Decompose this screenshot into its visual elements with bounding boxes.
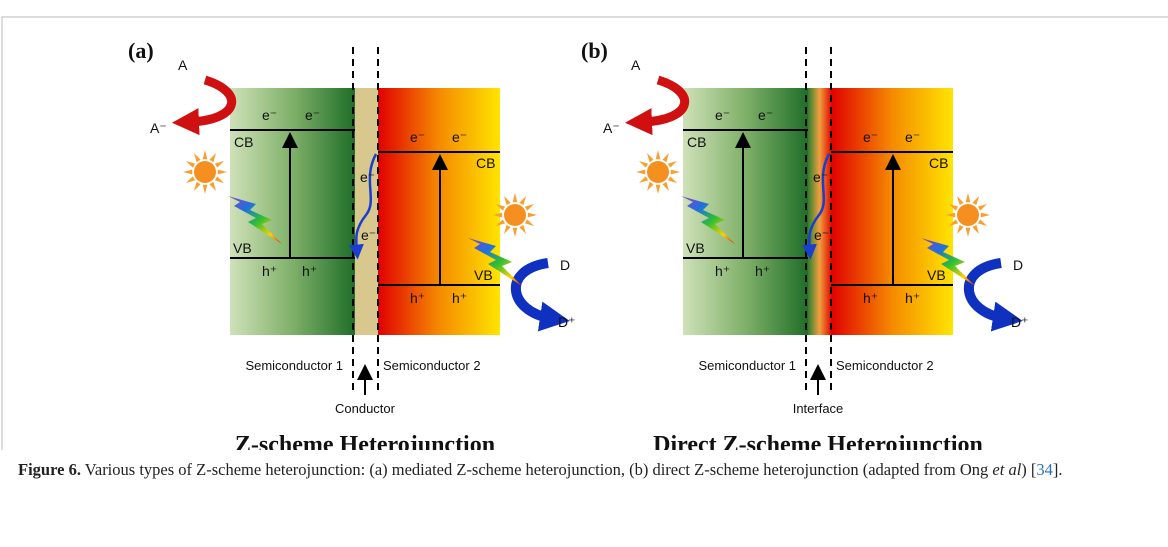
label: CB [687,134,706,150]
label: D [1013,257,1023,273]
caption-text: Various types of Z-scheme heterojunction… [85,460,993,479]
sun [647,161,669,183]
junction-label: Interface [793,401,844,416]
figure: (a) A A⁻ e⁻ e⁻ CB e⁻ e⁻ CB e⁻ e⁻ VB h⁺ h⁺ VB h⁺ h⁺ D D⁺ Sem… [0,0,1168,450]
label: h⁺ [863,290,878,306]
label: e⁻ [410,129,425,145]
label: A [178,57,188,73]
label: CB [929,155,948,171]
oxidation-arrow [516,263,550,318]
label: e⁻ [814,227,829,243]
label: h⁺ [302,263,317,279]
label: h⁺ [715,263,730,279]
label: e⁻ [361,227,376,243]
reduction-arrow [643,80,685,122]
label: e⁻ [863,129,878,145]
panel-title: Z-scheme Heterojunction [235,432,495,450]
label: A [631,57,641,73]
label: h⁺ [262,263,277,279]
caption-text: ) [ [1021,460,1036,479]
label: e⁻ [905,129,920,145]
junction-layer [808,88,831,335]
label: h⁺ [410,290,425,306]
reference-link[interactable]: 34 [1036,460,1053,479]
axis-label: Semiconductor 1 [245,358,343,373]
label: A⁻ [603,120,620,136]
junction-label: Conductor [335,401,396,416]
label: D [560,257,570,273]
label: CB [476,155,495,171]
label: VB [927,267,946,283]
label: VB [233,240,252,256]
label: h⁺ [452,290,467,306]
page: (a) A A⁻ e⁻ e⁻ CB e⁻ e⁻ CB e⁻ e⁻ VB h⁺ h⁺ VB h⁺ h⁺ D D⁺ Sem… [0,0,1168,547]
caption: Figure 6. Various types of Z-scheme hete… [18,458,1128,482]
label: VB [474,267,493,283]
frame [2,17,1168,450]
label: e⁻ [262,107,277,123]
reduction-arrow [190,80,232,122]
label: CB [234,134,253,150]
axis-label: Semiconductor 1 [698,358,796,373]
axis-label: Semiconductor 2 [836,358,934,373]
oxidation-arrow [969,263,1003,318]
caption-text: ]. [1053,460,1063,479]
caption-italic: et al [992,460,1021,479]
junction-layer [355,88,378,335]
panel-label: (b) [581,38,608,63]
label: e⁻ [305,107,320,123]
panel-title: Direct Z-scheme Heterojunction [653,432,983,450]
label: h⁺ [755,263,770,279]
label: VB [686,240,705,256]
sun [957,204,979,226]
label: e⁻ [758,107,773,123]
label: e⁻ [360,169,375,185]
label: e⁻ [715,107,730,123]
panel-label: (a) [128,38,154,63]
caption-label: Figure 6. [18,460,81,479]
axis-label: Semiconductor 2 [383,358,481,373]
label: e⁻ [452,129,467,145]
label: D⁺ [1011,314,1029,330]
label: h⁺ [905,290,920,306]
label: e⁻ [813,169,828,185]
sun [504,204,526,226]
label: D⁺ [558,314,576,330]
label: A⁻ [150,120,167,136]
sun [194,161,216,183]
